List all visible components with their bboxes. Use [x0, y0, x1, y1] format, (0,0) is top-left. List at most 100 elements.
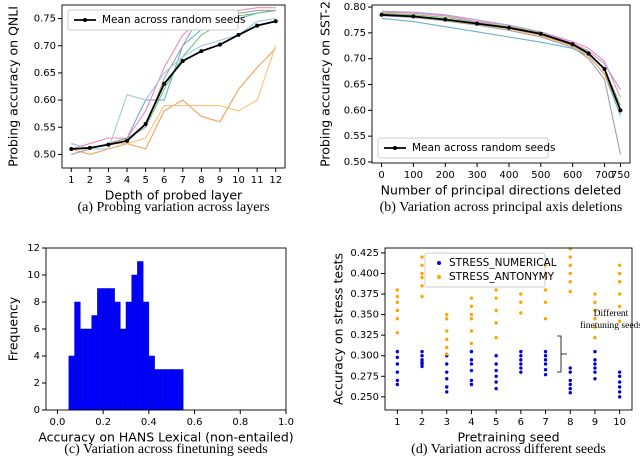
scatter-point — [395, 331, 400, 335]
scatter-point — [568, 382, 572, 387]
mean-marker — [443, 17, 448, 22]
histogram-bar — [171, 369, 178, 411]
y-tick-label: 0.60 — [344, 105, 366, 116]
scatter-point — [420, 358, 424, 362]
y-tick-label: 4 — [34, 351, 40, 362]
scatter-point — [420, 255, 424, 259]
histogram-bar — [74, 301, 81, 411]
y-tick-label: 0.50 — [34, 149, 56, 160]
x-tick-label: 6 — [518, 417, 524, 428]
x-tick-label: 0.6 — [187, 417, 203, 428]
mean-marker — [411, 14, 416, 19]
scatter-point — [395, 382, 400, 387]
x-tick-label: 1 — [394, 417, 400, 428]
x-tick-label: 3 — [444, 417, 450, 428]
scatter-point — [519, 349, 523, 354]
scatter-point — [543, 362, 548, 366]
annotation: finetuning seeds — [580, 320, 640, 331]
y-tick-label: 0.80 — [344, 2, 366, 13]
scatter-point — [420, 362, 424, 366]
x-tick-label: 300 — [468, 170, 487, 181]
scatter-point — [568, 263, 572, 267]
y-tick-label: 0.70 — [344, 54, 366, 65]
y-axis-label: Accuracy on stress tests — [331, 253, 346, 405]
x-tick-label: 5 — [142, 175, 148, 186]
scatter-point — [395, 288, 400, 292]
scatter-point — [445, 390, 449, 394]
y-tick-label: 0.250 — [350, 392, 379, 403]
legend-marker — [393, 146, 397, 150]
legend-box — [67, 9, 239, 31]
y-tick-label: 0.325 — [350, 330, 379, 341]
scatter-point — [445, 385, 449, 389]
plot-frame — [45, 247, 287, 411]
scatter-point — [494, 296, 498, 300]
y-tick-label: 12 — [27, 243, 40, 254]
scatter-point — [395, 294, 400, 299]
caption: (c) Variation across finetuning seeds — [64, 442, 267, 457]
scatter-point — [617, 370, 622, 374]
scatter-point — [593, 317, 597, 321]
scatter-point — [494, 368, 498, 373]
caption: (b) Variation across principal axis dele… — [380, 200, 623, 215]
scatter-point — [469, 341, 474, 346]
histogram-bar — [137, 261, 144, 411]
scatter-point — [568, 289, 572, 294]
scatter-point — [519, 370, 523, 374]
y-tick-label: 10 — [27, 270, 40, 281]
x-tick-label: 12 — [269, 175, 282, 186]
histogram-bar — [97, 288, 104, 411]
scatter-point — [543, 300, 548, 304]
y-tick-label: 0.350 — [350, 310, 379, 321]
y-tick-label: 0.60 — [34, 95, 56, 106]
scatter-point — [445, 345, 449, 350]
legend-box — [424, 252, 546, 288]
x-tick-label: 5 — [493, 417, 499, 428]
scatter-point — [519, 354, 523, 358]
y-axis-label: Probing accuracy on SST-2 — [318, 1, 333, 167]
plot-frame — [371, 4, 631, 164]
histogram-bar — [120, 328, 127, 411]
subplot: 0.500.550.600.650.700.751 2 3 4 5 6 7 8 9 10 11 12D… — [6, 4, 286, 215]
y-tick-label: 0.75 — [344, 28, 366, 39]
scatter-point — [494, 354, 498, 358]
annotation-bracket — [557, 335, 567, 373]
seed-line — [381, 10, 621, 90]
scatter-point — [420, 275, 424, 280]
scatter-point — [593, 292, 597, 296]
scatter-point — [420, 354, 424, 358]
scatter-point — [593, 358, 597, 362]
scatter-point — [395, 317, 400, 321]
seed-line — [71, 7, 276, 150]
x-tick-label: 8 — [198, 175, 204, 186]
subplot: 0 2 4 6 8 10 12 0.0 0.2 0.4 0.6 0.8 1.0 Accuracy on H… — [6, 243, 294, 457]
legend-marker — [83, 18, 87, 22]
scatter-point — [617, 385, 622, 389]
histogram-bar — [148, 355, 155, 411]
scatter-point — [568, 391, 572, 395]
scatter-point — [420, 284, 424, 288]
y-tick-label: 0.65 — [34, 68, 56, 79]
seed-line — [381, 17, 621, 116]
scatter-point — [469, 349, 474, 354]
scatter-point — [593, 308, 597, 313]
scatter-point — [469, 362, 474, 366]
mean-marker — [180, 58, 185, 63]
mean-marker — [570, 42, 575, 47]
scatter-point — [617, 390, 622, 394]
scatter-point — [420, 364, 424, 369]
x-tick-label: 2 — [419, 417, 425, 428]
scatter-point — [395, 308, 400, 313]
x-tick-label: 10 — [232, 175, 245, 186]
x-tick-label: 500 — [531, 170, 550, 181]
mean-marker — [618, 108, 623, 113]
x-tick-label: 4 — [468, 417, 474, 428]
x-tick-label: 600 — [563, 170, 582, 181]
scatter-point — [593, 300, 597, 304]
scatter-point — [445, 337, 449, 341]
scatter-point — [445, 377, 449, 381]
mean-marker — [602, 67, 607, 72]
scatter-point — [617, 263, 622, 267]
scatter-point — [568, 366, 572, 370]
y-tick-label: 0.300 — [350, 351, 379, 362]
